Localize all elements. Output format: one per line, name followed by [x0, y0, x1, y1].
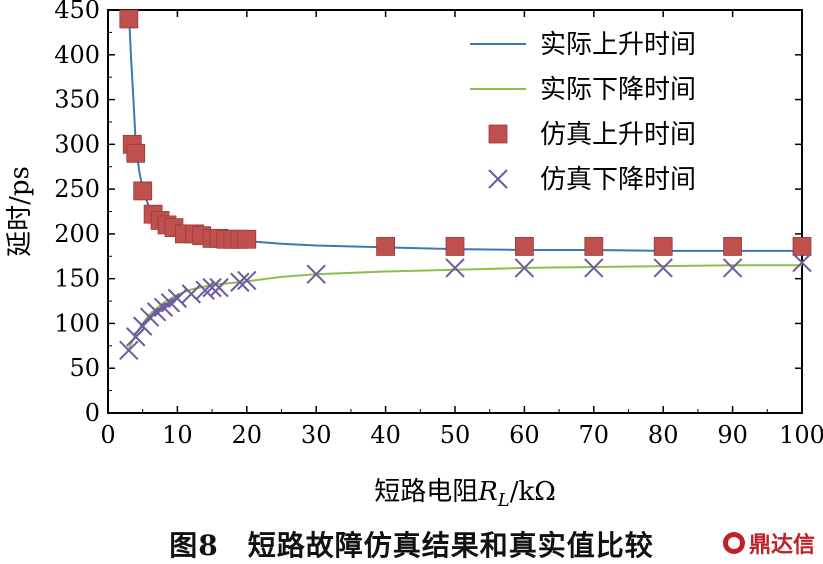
series-line-0 [127, 9, 802, 252]
legend-label-3: 仿真下降时间 [540, 165, 696, 195]
y-tick-label: 0 [85, 399, 100, 427]
chart: 0 10 20 30 40 50 60 70 80 90 100 0 50 100 150 200 250 300… [5, 0, 823, 511]
data-point-cross [306, 264, 326, 284]
y-tick-label: 100 [54, 309, 100, 337]
x-tick-label: 0 [100, 421, 115, 449]
data-point-cross [167, 288, 188, 309]
legend-label-2: 仿真上升时间 [540, 120, 696, 150]
x-tick-label: 10 [162, 421, 193, 449]
x-tick-label: 60 [509, 421, 540, 449]
data-point-cross [653, 258, 673, 278]
y-tick-label: 300 [54, 130, 100, 158]
legend-marker-2 [488, 124, 508, 144]
series-line-1 [127, 264, 802, 349]
x-axis-label-unit: /kΩ [510, 477, 556, 507]
legend-marker-3 [488, 169, 508, 189]
x-axis-label-symbol: R [477, 477, 498, 507]
data-point-cross [237, 270, 257, 291]
x-tick-label: 40 [370, 421, 401, 449]
data-point-cross [119, 340, 139, 361]
x-tick-label: 70 [579, 421, 610, 449]
brand-name: 鼎达信 [748, 533, 815, 558]
data-point-cross [230, 272, 250, 292]
data-point-square [792, 237, 812, 256]
x-axis-label: 短路电阻RL/kΩ [374, 477, 556, 511]
data-point-cross [181, 284, 201, 304]
data-point-cross [445, 258, 465, 278]
data-point-square [445, 237, 465, 256]
plot-frame [107, 9, 803, 414]
data-point-cross [202, 277, 222, 298]
y-tick-label: 150 [54, 265, 100, 293]
brand-icon [722, 532, 745, 554]
y-tick-label: 350 [54, 86, 100, 114]
y-tick-label: 450 [54, 0, 100, 24]
brand-logo: 鼎达信 [722, 527, 815, 559]
y-tick-label: 400 [54, 41, 100, 69]
data-point-square [515, 237, 534, 256]
data-point-cross [126, 327, 146, 347]
data-point-square [126, 143, 146, 163]
data-point-square [119, 9, 139, 29]
y-axis-label: 延时/ps [5, 166, 35, 257]
data-point-square [376, 237, 396, 256]
legend-label-1: 实际下降时间 [540, 75, 696, 105]
figure-caption: 图8 短路故障仿真结果和真实值比较 [169, 529, 654, 562]
data-point-square [723, 237, 742, 256]
x-tick-label: 100 [779, 421, 823, 449]
data-point-square [584, 237, 604, 256]
data-point-cross [209, 277, 229, 298]
y-tick-label: 200 [54, 220, 100, 248]
x-axis-label-subscript: L [497, 490, 510, 511]
x-tick-label: 30 [301, 421, 332, 449]
data-point-square [133, 181, 153, 201]
x-axis-label-text: 短路电阻 [374, 477, 478, 507]
data-point-square [237, 229, 257, 249]
legend-label-0: 实际上升时间 [540, 30, 696, 60]
y-tick-label: 50 [69, 354, 100, 382]
x-tick-label: 90 [717, 421, 748, 449]
data-point-cross [722, 258, 743, 278]
x-tick-label: 20 [232, 421, 263, 449]
x-tick-label: 80 [648, 421, 679, 449]
data-point-cross [584, 258, 604, 278]
data-point-cross [514, 258, 535, 278]
data-point-cross [792, 252, 812, 273]
x-tick-label: 50 [440, 421, 471, 449]
y-tick-label: 250 [54, 175, 100, 203]
data-point-square [653, 237, 673, 256]
